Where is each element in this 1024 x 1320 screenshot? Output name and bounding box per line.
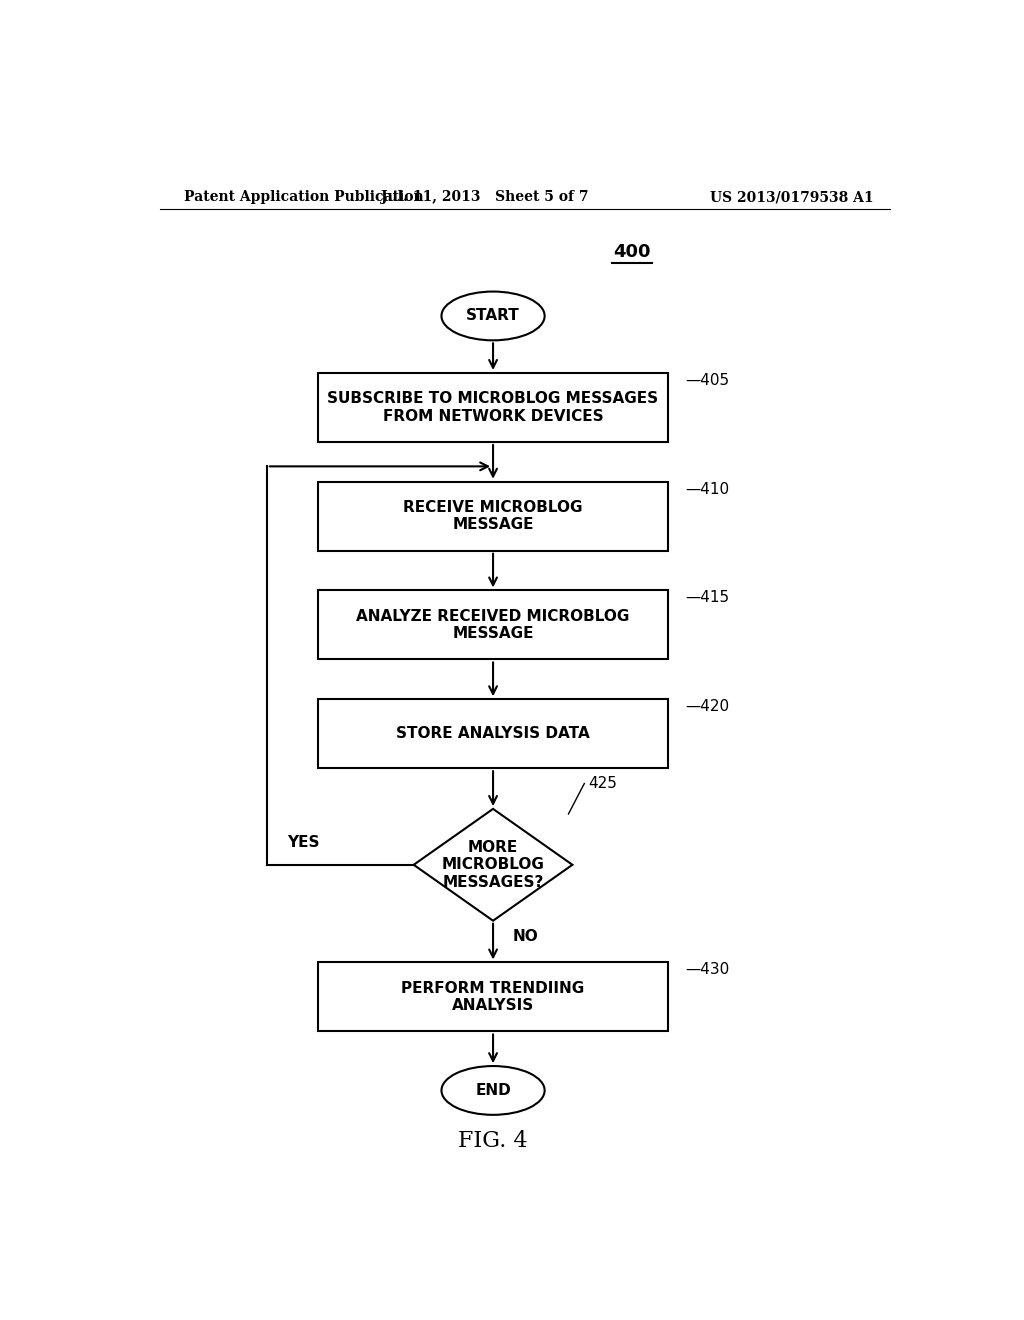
Bar: [318, 700, 668, 768]
Text: —410: —410: [685, 482, 729, 496]
Ellipse shape: [441, 1067, 545, 1115]
Bar: [318, 962, 668, 1031]
Bar: [318, 482, 668, 550]
Text: START: START: [466, 309, 520, 323]
Text: ANALYZE RECEIVED MICROBLOG
MESSAGE: ANALYZE RECEIVED MICROBLOG MESSAGE: [356, 609, 630, 642]
Text: MORE
MICROBLOG
MESSAGES?: MORE MICROBLOG MESSAGES?: [441, 840, 545, 890]
Text: NO: NO: [513, 929, 539, 944]
Text: END: END: [475, 1082, 511, 1098]
Text: FIG. 4: FIG. 4: [459, 1130, 527, 1152]
Text: 425: 425: [588, 776, 617, 791]
Text: —405: —405: [685, 372, 729, 388]
Text: Jul. 11, 2013   Sheet 5 of 7: Jul. 11, 2013 Sheet 5 of 7: [381, 190, 589, 205]
Text: —415: —415: [685, 590, 729, 606]
Polygon shape: [414, 809, 572, 921]
Bar: [318, 372, 668, 442]
Text: Patent Application Publication: Patent Application Publication: [183, 190, 423, 205]
Ellipse shape: [441, 292, 545, 341]
Text: PERFORM TRENDIING
ANALYSIS: PERFORM TRENDIING ANALYSIS: [401, 981, 585, 1014]
Text: SUBSCRIBE TO MICROBLOG MESSAGES
FROM NETWORK DEVICES: SUBSCRIBE TO MICROBLOG MESSAGES FROM NET…: [328, 391, 658, 424]
Text: 400: 400: [613, 243, 650, 261]
Text: —430: —430: [685, 962, 729, 977]
Text: RECEIVE MICROBLOG
MESSAGE: RECEIVE MICROBLOG MESSAGE: [403, 500, 583, 532]
Text: STORE ANALYSIS DATA: STORE ANALYSIS DATA: [396, 726, 590, 742]
Text: US 2013/0179538 A1: US 2013/0179538 A1: [711, 190, 873, 205]
Bar: [318, 590, 668, 660]
Text: YES: YES: [287, 834, 319, 850]
Text: —420: —420: [685, 700, 729, 714]
